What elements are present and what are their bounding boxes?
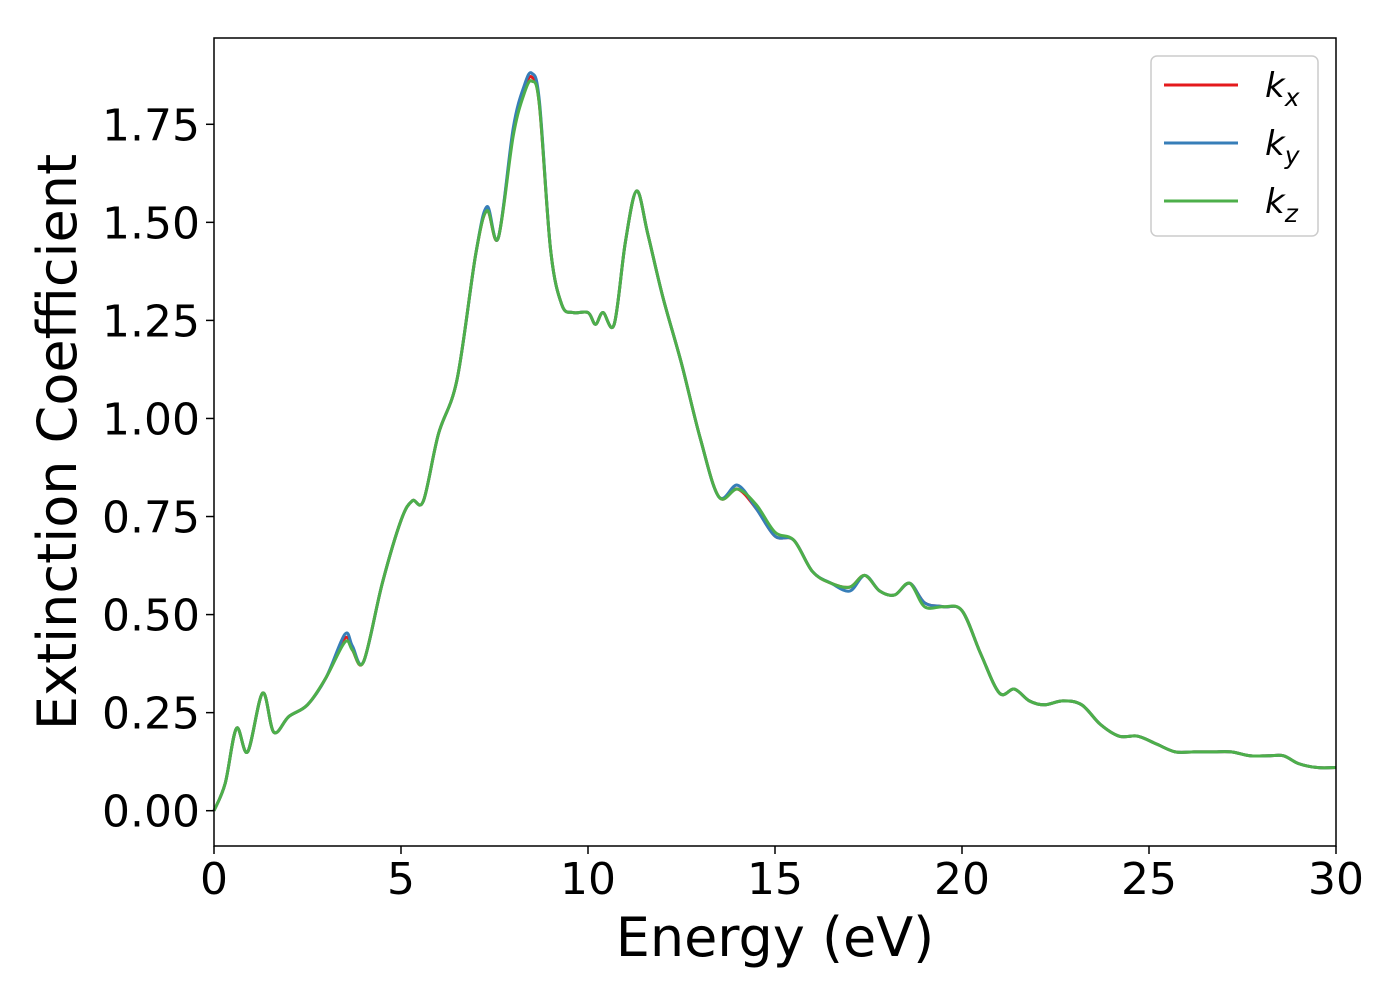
y-tick-label: 0.75 xyxy=(102,493,200,544)
x-axis-label: Energy (eV) xyxy=(616,906,935,969)
y-tick-label: 1.50 xyxy=(102,198,200,249)
legend-label-kx: kx xyxy=(1265,66,1300,112)
x-tick-label: 20 xyxy=(934,854,990,905)
y-axis: 0.00 0.25 0.50 0.75 1.00 1.25 1.50 1.75 xyxy=(102,100,214,838)
y-tick-label: 1.75 xyxy=(102,100,200,151)
x-tick-label: 15 xyxy=(747,854,803,905)
series-layer xyxy=(212,71,1337,812)
legend-label-kz: kz xyxy=(1265,182,1299,228)
y-tick-label: 0.00 xyxy=(102,787,200,838)
y-tick-label: 1.25 xyxy=(102,296,200,347)
y-tick-label: 1.00 xyxy=(102,394,200,445)
x-tick-label: 5 xyxy=(387,854,415,905)
x-tick-label: 10 xyxy=(560,854,616,905)
legend: kx ky kz xyxy=(1150,55,1319,237)
legend-frame xyxy=(1150,55,1319,237)
y-tick-label: 0.25 xyxy=(102,689,200,740)
x-tick-label: 25 xyxy=(1121,854,1177,905)
y-axis-label: Extinction Coefficient xyxy=(26,154,89,730)
y-tick-label: 0.50 xyxy=(102,591,200,642)
x-tick-label: 0 xyxy=(200,854,228,905)
legend-label-ky: ky xyxy=(1265,124,1301,170)
x-axis: 0 5 10 15 20 25 30 xyxy=(200,846,1364,905)
x-tick-label: 30 xyxy=(1308,854,1364,905)
series-line-kz xyxy=(212,79,1337,812)
